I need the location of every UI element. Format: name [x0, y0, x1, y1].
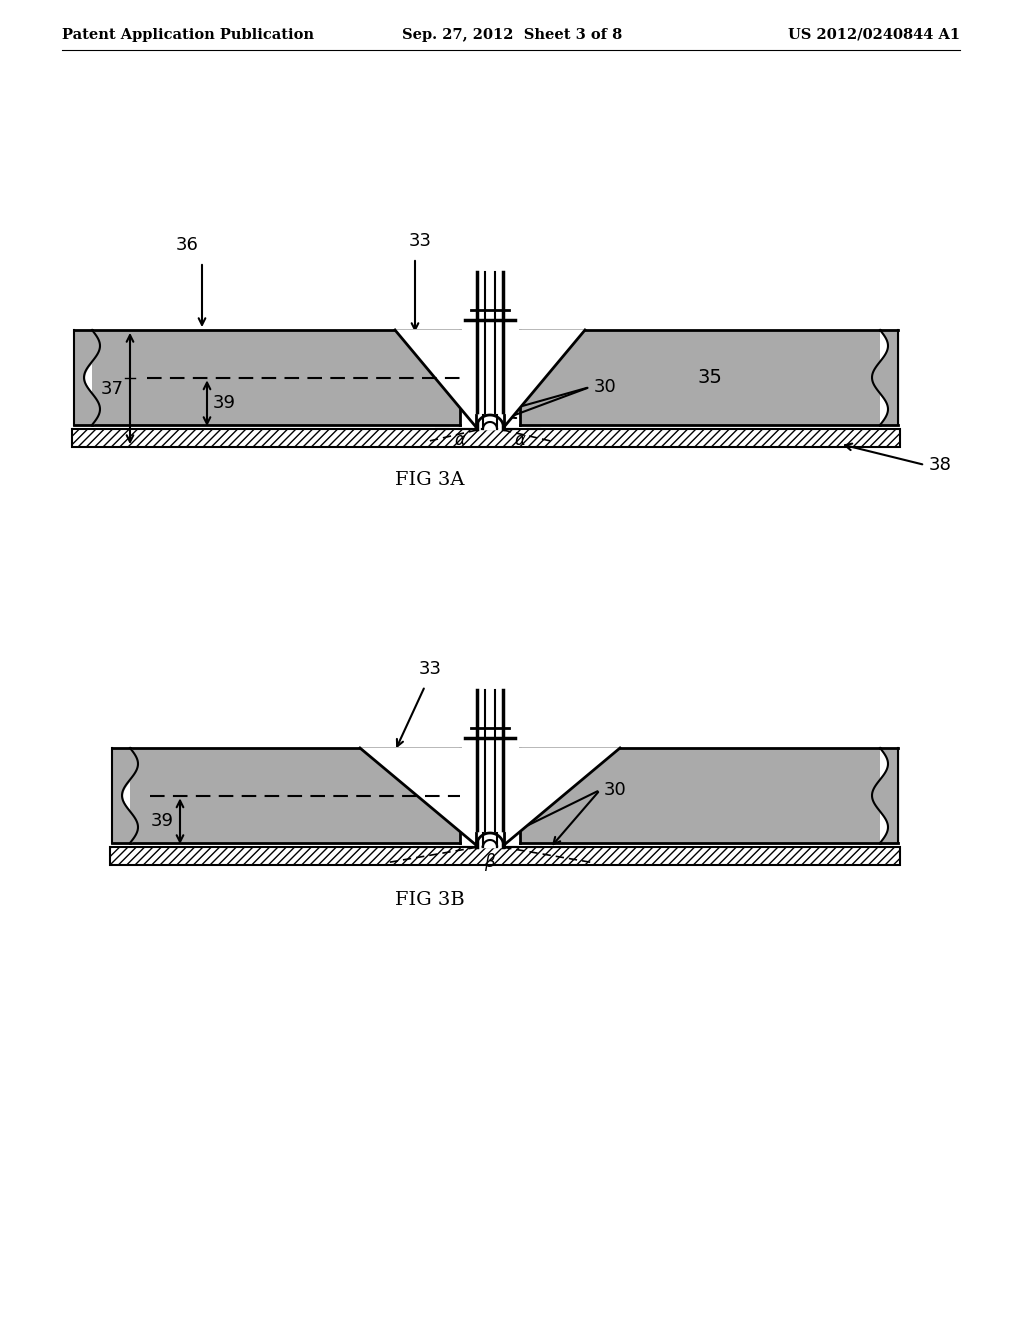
Text: FIG 3A: FIG 3A: [395, 471, 465, 488]
Bar: [520, 748, 880, 843]
Text: 36: 36: [175, 236, 199, 253]
Text: 39: 39: [213, 395, 236, 412]
Polygon shape: [360, 748, 620, 845]
Bar: [110, 847, 900, 865]
Text: 30: 30: [604, 781, 627, 799]
Text: 39: 39: [151, 812, 174, 830]
Bar: [520, 330, 880, 425]
Text: $\beta$: $\beta$: [484, 851, 496, 873]
Bar: [72, 429, 900, 447]
Polygon shape: [476, 414, 504, 429]
Text: Sep. 27, 2012  Sheet 3 of 8: Sep. 27, 2012 Sheet 3 of 8: [401, 28, 623, 42]
Polygon shape: [395, 330, 585, 426]
Text: 37: 37: [101, 380, 124, 397]
Text: FIG 3B: FIG 3B: [395, 891, 465, 909]
Text: 33: 33: [409, 232, 431, 249]
Bar: [130, 748, 460, 843]
Text: 38: 38: [929, 455, 952, 474]
Polygon shape: [476, 833, 504, 847]
Text: US 2012/0240844 A1: US 2012/0240844 A1: [787, 28, 961, 42]
Text: Patent Application Publication: Patent Application Publication: [62, 28, 314, 42]
Bar: [92, 330, 460, 425]
Text: $\alpha$: $\alpha$: [454, 432, 466, 449]
Text: $\alpha$: $\alpha$: [514, 432, 526, 449]
Text: 33: 33: [419, 660, 441, 678]
Text: 35: 35: [697, 368, 723, 387]
Text: 30: 30: [594, 378, 616, 396]
